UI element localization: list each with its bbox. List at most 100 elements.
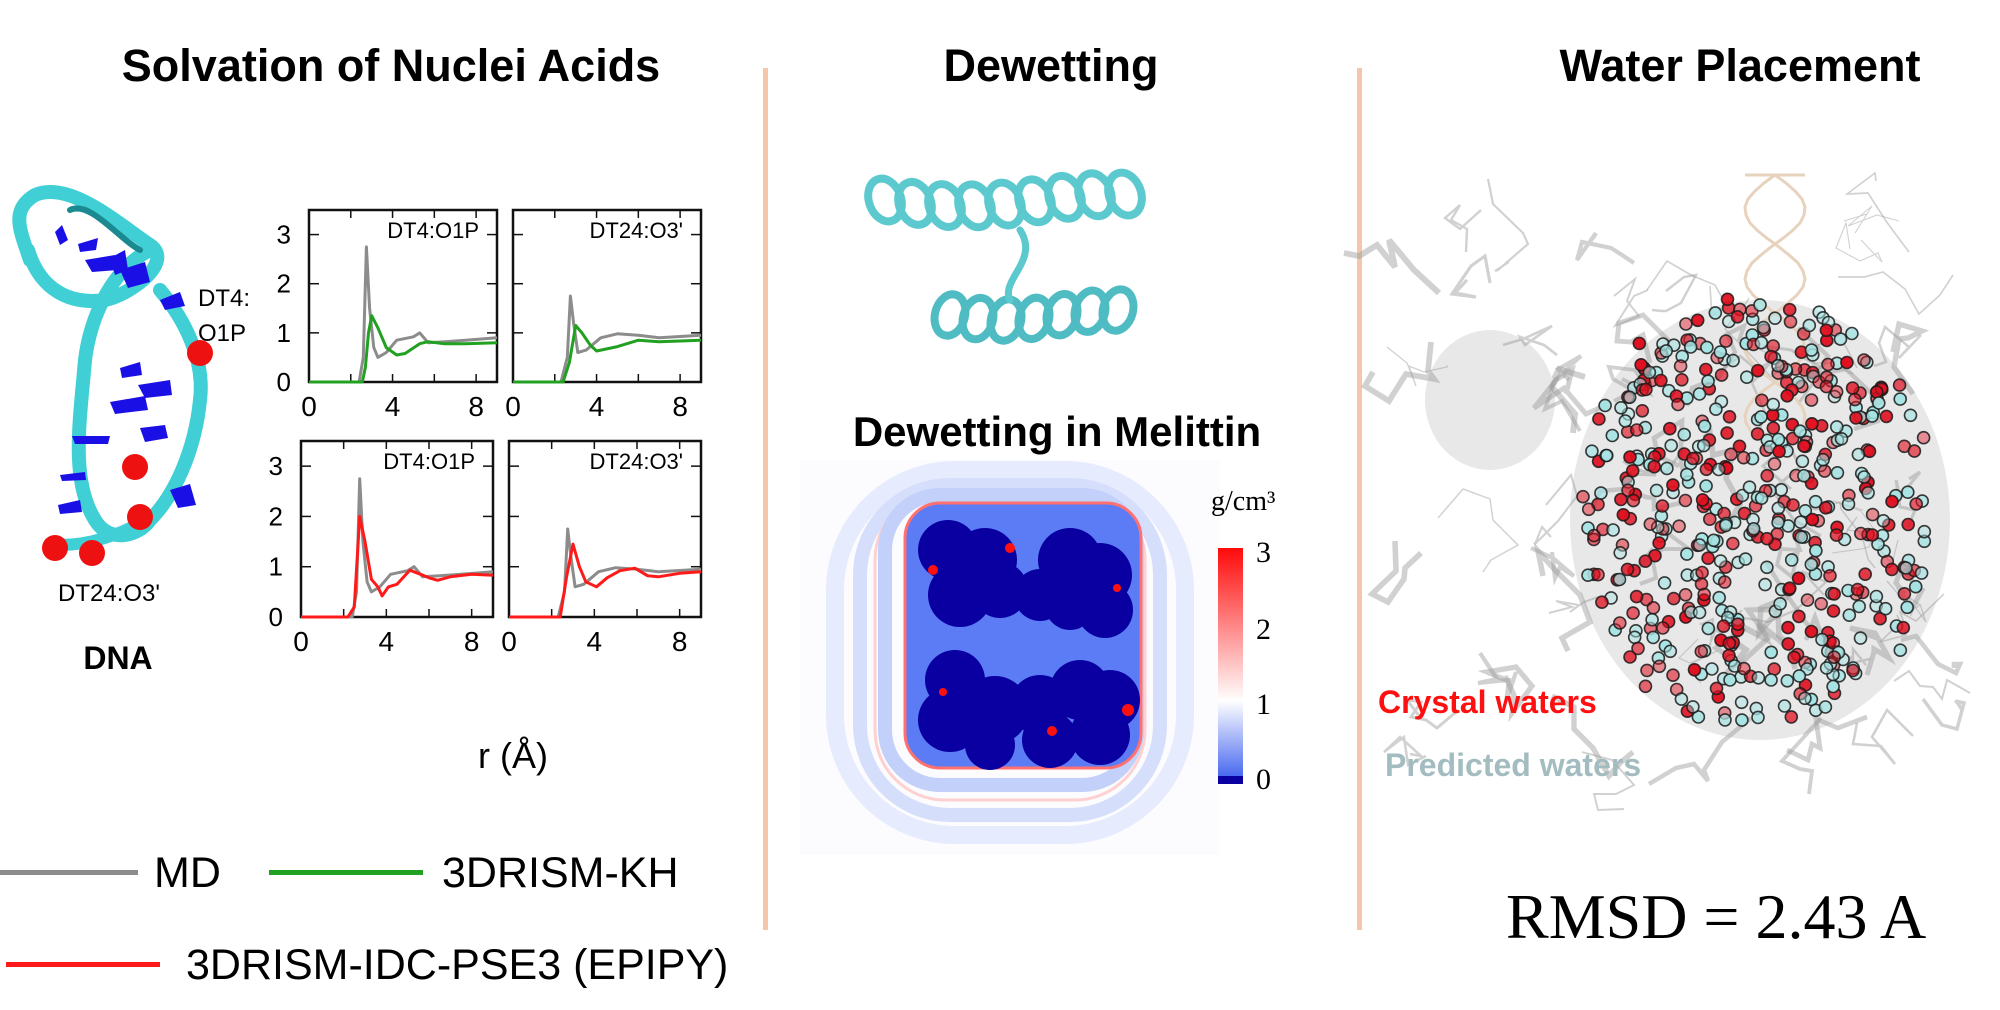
crystal-water-sphere (1792, 609, 1806, 624)
helix-loop (1004, 226, 1030, 304)
crystal-water-sphere (1671, 397, 1685, 412)
crystal-water-sphere (1722, 636, 1737, 651)
crystal-water-sphere (1592, 412, 1606, 426)
predicted-water-sphere (1612, 572, 1627, 587)
predicted-water-sphere (1774, 482, 1788, 497)
crystal-water-sphere (1626, 493, 1641, 508)
predicted-water-sphere (1649, 483, 1664, 498)
predicted-water-sphere (1773, 596, 1787, 611)
crystal-water-sphere (1901, 517, 1915, 532)
protein-strand (1541, 354, 1583, 433)
crystal-water-sphere (1666, 591, 1681, 606)
panel-title: DT24:O3' (590, 449, 683, 474)
predicted-water-sphere (1819, 661, 1834, 675)
predicted-water-sphere (1852, 599, 1866, 614)
crystal-water-sphere (1672, 519, 1686, 534)
predicted-water-sphere (1833, 332, 1848, 346)
crystal-water-sphere (1804, 624, 1819, 639)
crystal-water-sphere (1845, 381, 1860, 395)
y-tick-label: 1 (269, 552, 283, 582)
predicted-water-sphere (1917, 534, 1932, 549)
x-tick-label: 8 (672, 626, 688, 657)
section-divider (763, 68, 768, 930)
predicted-water-sphere (1718, 713, 1732, 727)
plot-frame (511, 208, 703, 384)
series-line-3drism-kh (309, 314, 498, 384)
predicted-water-sphere (1677, 427, 1691, 442)
crystal-water-sphere (1783, 581, 1797, 596)
predicted-water-sphere (1585, 444, 1599, 459)
crystal-water-sphere (1829, 528, 1844, 542)
crystal-water-sphere (1879, 409, 1894, 424)
protein-strand (1900, 633, 1964, 677)
dna-caption: DNA (83, 640, 153, 676)
y-tick-label: 3 (277, 220, 291, 250)
predicted-water-sphere (1709, 402, 1723, 417)
predicted-water-sphere (1734, 695, 1749, 710)
crystal-water-sphere (1736, 450, 1751, 465)
crystal-water-sphere (1767, 457, 1782, 471)
crystal-water-sphere (1857, 353, 1871, 367)
high-density-spots (928, 543, 1134, 736)
crystal-water-sphere (1730, 309, 1745, 324)
crystal-water-sphere (1732, 439, 1747, 454)
rdf-panel: DT24:O3' 0 4 8 (505, 208, 703, 422)
crystal-water-sphere (1654, 373, 1668, 388)
predicted-water-sphere (1663, 644, 1678, 659)
crystal-water-sphere (1818, 500, 1833, 515)
predicted-water-sphere (1697, 419, 1712, 434)
predicted-water-sphere (1708, 306, 1723, 320)
crystal-water-sphere (1695, 493, 1710, 507)
x-tick-label: 8 (468, 391, 484, 422)
predicted-water-sphere (1701, 621, 1716, 636)
predicted-water-sphere (1686, 700, 1700, 714)
crystal-water-sphere (1717, 575, 1732, 589)
crystal-water-sphere (1635, 403, 1650, 418)
predicted-water-sphere (1692, 605, 1707, 620)
predicted-water-sphere (1680, 547, 1694, 561)
crystal-water-sphere (1783, 314, 1798, 329)
crystal-water-sphere (1690, 313, 1705, 328)
crystal-water-sphere (1854, 526, 1868, 541)
crystal-water-sphere (1766, 421, 1781, 435)
rdf-panel: DT4:O1P 0 4 8 0 1 2 3 (269, 439, 495, 657)
protein-strand (1534, 472, 1579, 545)
predicted-water-sphere (1802, 318, 1817, 333)
crystal-water-sphere (1731, 617, 1745, 632)
x-tick-label: 0 (293, 626, 309, 657)
crystal-water-sphere (1782, 302, 1797, 317)
crystal-water-sphere (1595, 595, 1609, 610)
crystal-water-sphere (1781, 637, 1795, 651)
predicted-water-sphere (1701, 374, 1715, 389)
predicted-water-sphere (1893, 643, 1908, 658)
crystal-water-sphere (1630, 423, 1644, 437)
predicted-water-sphere (1768, 311, 1782, 326)
crystal-water-sphere (1750, 427, 1765, 441)
predicted-water-sphere (1798, 691, 1812, 706)
crystal-water-sphere (1848, 392, 1862, 407)
crystal-water-sphere (1772, 444, 1786, 459)
crystal-water-sphere (1760, 531, 1774, 546)
predicted-water-sphere (1777, 699, 1792, 713)
predicted-water-sphere (1861, 485, 1875, 500)
crystal-water-sphere (1581, 502, 1596, 517)
protein-strand (1774, 526, 1803, 581)
predicted-water-sphere (1696, 438, 1711, 453)
crystal-water-sphere (1819, 323, 1834, 338)
x-tick-label: 4 (587, 626, 603, 657)
crystal-water-sphere (1632, 336, 1647, 351)
predicted-water-sphere (1711, 462, 1726, 477)
plot-frame (307, 208, 499, 384)
crystal-water-sphere (1703, 512, 1717, 527)
crystal-water-sphere (1652, 536, 1666, 550)
crystal-water-sphere (1907, 444, 1922, 458)
dna-molecule-image (12, 185, 213, 566)
predicted-water-sphere (1657, 576, 1672, 590)
crystal-water-sphere (1858, 567, 1872, 582)
crystal-water-sphere (1716, 619, 1731, 634)
protein-strand (1502, 324, 1558, 357)
y-tick-label: 2 (269, 501, 283, 531)
crystal-water-sphere (1678, 493, 1693, 508)
crystal-waters-label: Crystal waters (1378, 684, 1597, 720)
predicted-water-sphere (1764, 673, 1778, 687)
